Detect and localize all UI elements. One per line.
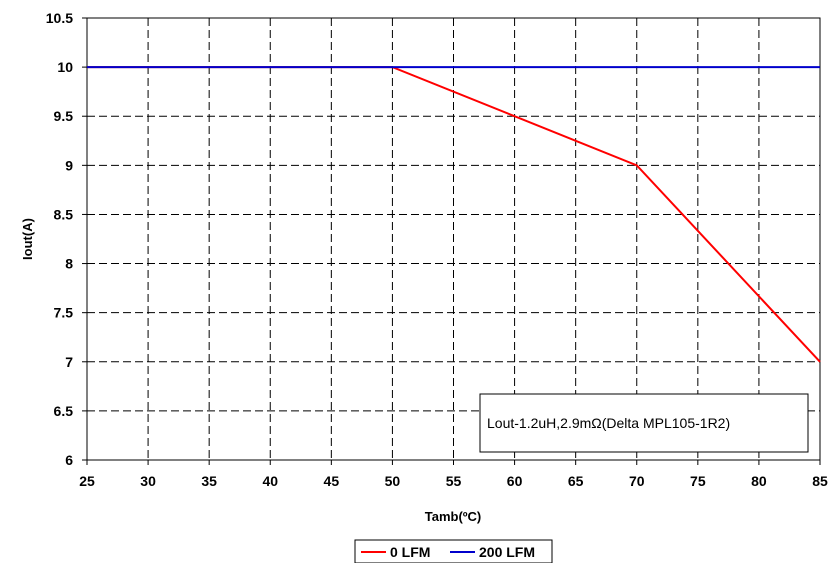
x-tick-label: 60 [507, 473, 523, 489]
y-tick-label: 7.5 [54, 305, 74, 321]
legend-label-1: 200 LFM [479, 544, 535, 560]
y-tick-label: 10 [57, 59, 73, 75]
y-tick-label: 8.5 [54, 206, 74, 222]
y-axis-ticks: 6 6.5 7 7.5 8 8.5 9 9.5 10 10.5 [46, 10, 87, 468]
x-axis-ticks: 25 30 35 40 45 50 55 60 65 70 75 80 85 [79, 460, 828, 489]
x-tick-label: 35 [201, 473, 217, 489]
x-tick-label: 85 [812, 473, 828, 489]
legend-label-0: 0 LFM [390, 544, 430, 560]
x-tick-label: 65 [568, 473, 584, 489]
annotation-text: Lout-1.2uH,2.9mΩ(Delta MPL105-1R2) [487, 415, 730, 431]
x-tick-label: 50 [385, 473, 401, 489]
y-tick-label: 7 [65, 354, 73, 370]
x-tick-label: 25 [79, 473, 95, 489]
x-tick-label: 75 [690, 473, 706, 489]
y-axis-title: Iout(A) [20, 218, 35, 260]
y-tick-label: 6 [65, 452, 73, 468]
y-tick-label: 9 [65, 157, 73, 173]
x-tick-label: 70 [629, 473, 645, 489]
x-tick-label: 80 [751, 473, 767, 489]
x-tick-label: 30 [140, 473, 156, 489]
x-tick-label: 45 [324, 473, 340, 489]
x-axis-title: Tamb(ºC) [425, 509, 482, 524]
annotation-box: Lout-1.2uH,2.9mΩ(Delta MPL105-1R2) [479, 393, 809, 453]
legend: 0 LFM 200 LFM [354, 539, 553, 563]
y-tick-label: 8 [65, 256, 73, 272]
x-tick-label: 55 [446, 473, 462, 489]
y-tick-label: 10.5 [46, 10, 73, 26]
y-tick-label: 9.5 [54, 108, 74, 124]
grid [87, 18, 820, 460]
x-tick-label: 40 [262, 473, 278, 489]
series-lines [87, 66, 821, 363]
y-tick-label: 6.5 [54, 403, 74, 419]
